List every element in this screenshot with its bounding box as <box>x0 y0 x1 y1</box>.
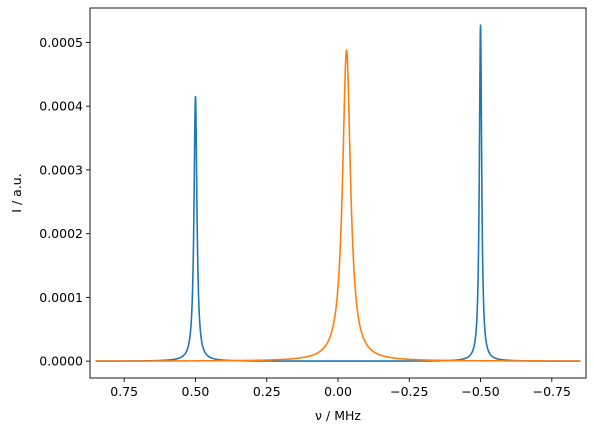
plot-frame <box>89 7 587 379</box>
y-tick-label: 0.0005 <box>39 35 83 50</box>
y-axis: 0.0000 0.0001 0.0002 0.0003 0.0004 0.0005 <box>39 35 90 369</box>
x-tick-label: 0.50 <box>182 384 210 399</box>
x-tick-label: 0.75 <box>110 384 138 399</box>
y-tick-label: 0.0002 <box>39 226 83 241</box>
x-tick-label: −0.25 <box>390 384 428 399</box>
y-tick-label: 0.0000 <box>39 354 83 369</box>
plot-lines <box>95 24 581 362</box>
x-tick-label: −0.50 <box>461 384 499 399</box>
x-axis: 0.75 0.50 0.25 0.00 −0.25 −0.50 −0.75 <box>110 378 571 399</box>
y-tick-label: 0.0004 <box>39 99 83 114</box>
x-tick-label: 0.25 <box>253 384 281 399</box>
y-tick-label: 0.0003 <box>39 162 83 177</box>
series-line-1 <box>95 24 581 362</box>
series-line-2 <box>95 49 581 362</box>
x-tick-label: −0.75 <box>533 384 571 399</box>
x-tick-label: 0.00 <box>324 384 352 399</box>
x-axis-label: ν / MHz <box>315 408 361 423</box>
y-axis-label: I / a.u. <box>9 173 24 212</box>
y-tick-label: 0.0001 <box>39 290 83 305</box>
